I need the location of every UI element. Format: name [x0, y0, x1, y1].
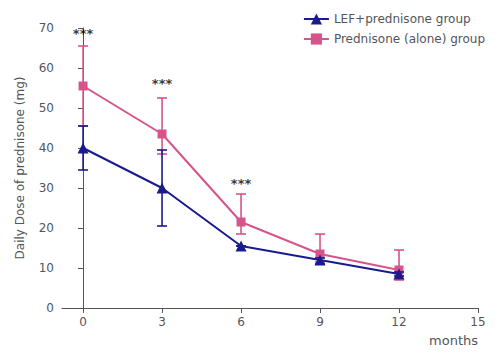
svg-text:30: 30: [39, 181, 54, 195]
svg-text:9: 9: [316, 315, 324, 329]
svg-text:6: 6: [237, 315, 245, 329]
svg-text:20: 20: [39, 221, 54, 235]
svg-text:12: 12: [391, 315, 406, 329]
svg-text:40: 40: [39, 141, 54, 155]
svg-text:***: ***: [152, 76, 173, 91]
svg-text:0: 0: [46, 301, 54, 315]
svg-text:LEF+prednisone group: LEF+prednisone group: [334, 12, 471, 26]
svg-text:***: ***: [231, 176, 252, 191]
svg-text:15: 15: [470, 315, 485, 329]
svg-text:0: 0: [79, 315, 87, 329]
svg-text:Daily Dose of prednisone (mg): Daily Dose of prednisone (mg): [13, 77, 27, 260]
svg-text:months: months: [429, 333, 478, 348]
svg-text:50: 50: [39, 101, 54, 115]
svg-text:Prednisone (alone) group: Prednisone (alone) group: [334, 32, 485, 46]
svg-text:***: ***: [73, 26, 94, 41]
svg-text:3: 3: [158, 315, 166, 329]
svg-text:10: 10: [39, 261, 54, 275]
svg-text:70: 70: [39, 21, 54, 35]
svg-text:60: 60: [39, 61, 54, 75]
